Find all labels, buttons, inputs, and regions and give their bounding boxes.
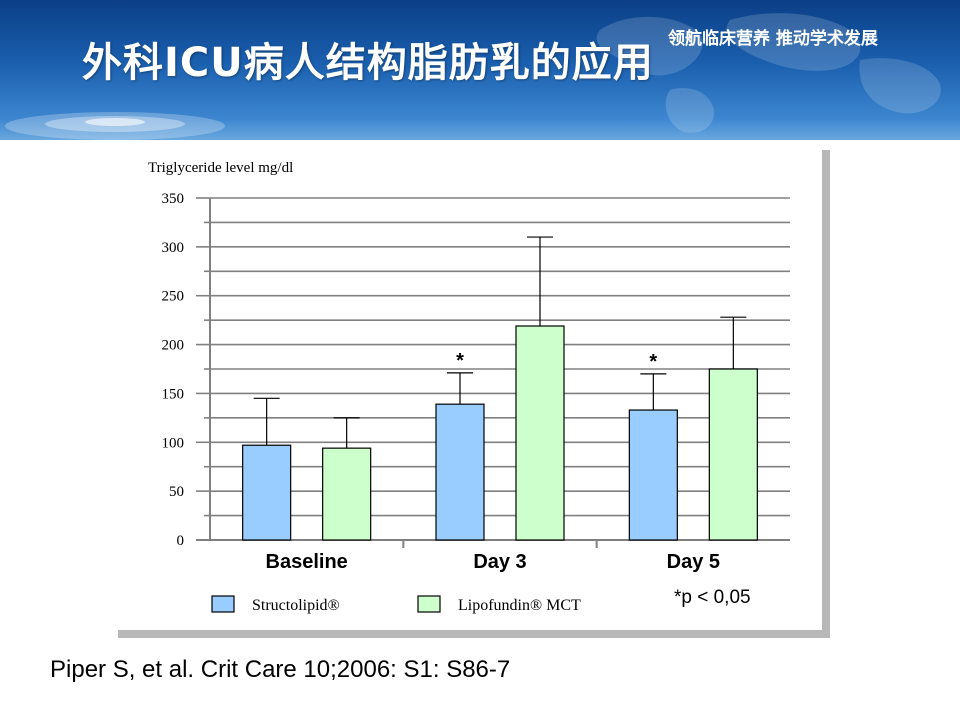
y-axis-label: Triglyceride level mg/dl (148, 160, 293, 176)
citation-text: Piper S, et al. Crit Care 10;2006: S1: S… (50, 656, 511, 683)
y-tick-label: 0 (177, 533, 185, 549)
x-category-label: Baseline (266, 551, 348, 573)
world-map-decoration (596, 13, 941, 133)
legend-swatch (211, 595, 235, 613)
x-category-label: Day 5 (667, 551, 720, 573)
slogan-text: 领航临床营养 推动学术发展 (668, 29, 878, 49)
significance-note: *p < 0,05 (674, 587, 751, 608)
bar (628, 409, 678, 541)
labels-layer: 0 50 100 150 200 250 300 350 Baseline * Day 3 * Day … (162, 191, 721, 573)
y-tick-label: 350 (162, 191, 185, 207)
bar (322, 447, 372, 541)
slide-header: 外科ICU病人结构脂肪乳的应用 领航临床营养 推动学术发展 (0, 0, 960, 140)
y-tick-label: 50 (169, 484, 184, 500)
bar (515, 325, 565, 541)
bars-layer (242, 236, 758, 541)
significance-marker: * (649, 351, 657, 373)
legend-label: Structolipid® (252, 597, 340, 614)
significance-marker: * (456, 350, 464, 372)
legend-swatch (417, 595, 441, 613)
bar (435, 403, 485, 541)
legend: Structolipid® Lipofundin® MCT (211, 595, 581, 614)
y-tick-label: 300 (162, 240, 185, 256)
slide-title: 外科ICU病人结构脂肪乳的应用 (82, 40, 654, 86)
bar-chart: Triglyceride level mg/dl *p < 0,05 0 50 10… (148, 160, 790, 614)
y-tick-label: 100 (162, 435, 185, 451)
bar (708, 368, 758, 541)
grid-layer (196, 197, 790, 548)
bar (242, 444, 292, 541)
chart-frame: Triglyceride level mg/dl *p < 0,05 0 50 10… (110, 142, 822, 630)
legend-label: Lipofundin® MCT (458, 597, 581, 614)
x-category-label: Day 3 (473, 551, 526, 573)
y-tick-label: 150 (162, 386, 185, 402)
y-tick-label: 250 (162, 289, 185, 305)
y-tick-label: 200 (162, 338, 185, 354)
water-drop-decoration (5, 112, 225, 140)
